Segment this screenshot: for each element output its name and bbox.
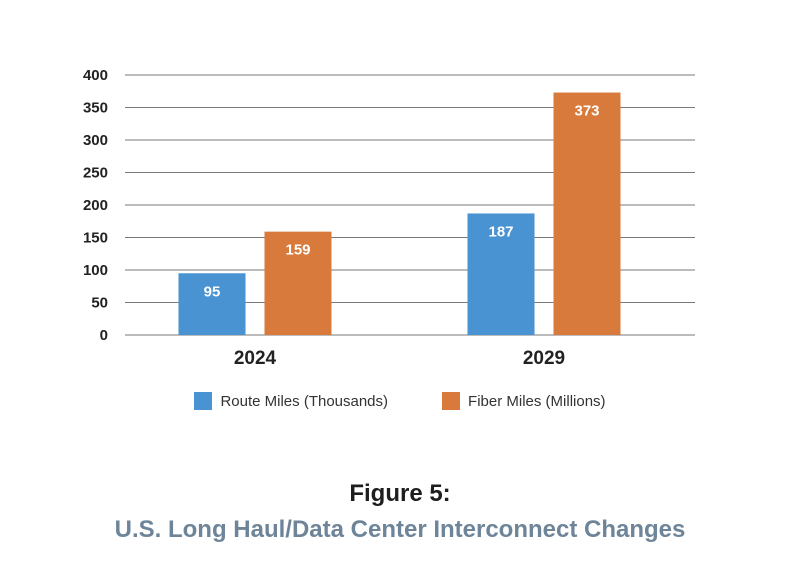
bar-chart: 0 50 100 150 200 250 300 350 400 95 159 187 373 202…	[83, 67, 695, 369]
figure-title: U.S. Long Haul/Data Center Interconnect …	[114, 516, 686, 543]
y-tick-label-50: 50	[91, 295, 108, 312]
y-tick-label-200: 200	[83, 197, 108, 214]
legend: Route Miles (Thousands) Fiber Miles (Mil…	[0, 392, 800, 410]
y-tick-label-150: 150	[83, 230, 108, 247]
data-label-2029-series-0: 187	[488, 223, 513, 240]
x-category-label-2024: 2024	[234, 348, 277, 369]
figure-number: Figure 5:	[349, 480, 451, 507]
bar-2024-series-1	[264, 231, 332, 335]
y-tick-label-350: 350	[83, 100, 108, 117]
y-axis-ticks: 0 50 100 150 200 250 300 350 400	[83, 67, 108, 344]
legend-item-route-miles: Route Miles (Thousands)	[194, 392, 388, 410]
y-tick-label-0: 0	[100, 327, 108, 344]
bar-2024-series-0	[178, 273, 246, 335]
bar-2029-series-0	[467, 213, 535, 335]
y-tick-label-300: 300	[83, 132, 108, 149]
x-axis-categories: 2024 2029	[234, 348, 565, 369]
y-tick-label-100: 100	[83, 262, 108, 279]
legend-label-fiber-miles: Fiber Miles (Millions)	[468, 392, 606, 410]
bars: 95 159 187 373	[178, 92, 621, 335]
bar-2029-series-1	[553, 92, 621, 335]
y-tick-label-400: 400	[83, 67, 108, 84]
y-tick-label-250: 250	[83, 165, 108, 182]
legend-item-fiber-miles: Fiber Miles (Millions)	[442, 392, 606, 410]
x-category-label-2029: 2029	[523, 348, 565, 369]
legend-swatch-route-miles	[194, 392, 213, 410]
data-label-2029-series-1: 373	[574, 103, 599, 120]
data-label-2024-series-1: 159	[285, 242, 310, 259]
legend-swatch-fiber-miles	[442, 392, 461, 410]
legend-label-route-miles: Route Miles (Thousands)	[220, 392, 389, 410]
data-label-2024-series-0: 95	[204, 283, 221, 300]
